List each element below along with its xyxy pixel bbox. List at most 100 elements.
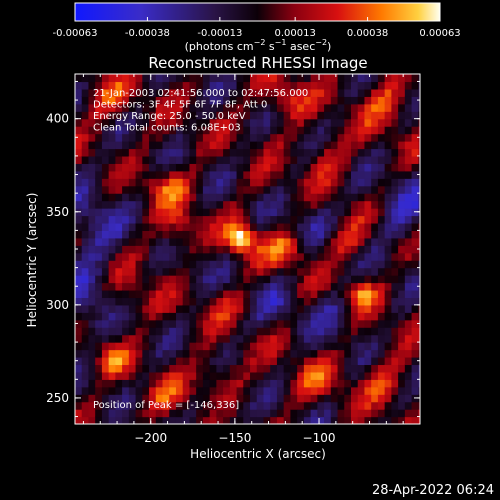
heatmap-cell: [236, 342, 244, 351]
heatmap-cell: [243, 267, 251, 276]
heatmap-cell: [223, 356, 231, 366]
heatmap-cell: [236, 312, 244, 321]
heatmap-cell: [115, 148, 123, 157]
heatmap-cell: [398, 371, 406, 380]
heatmap-cell: [263, 327, 271, 336]
heatmap-cell: [330, 364, 339, 373]
heatmap-cell: [303, 267, 312, 276]
heatmap-cell: [330, 208, 339, 217]
heatmap-cell: [337, 81, 345, 90]
heatmap-cell: [189, 141, 197, 150]
heatmap-cell: [263, 334, 271, 343]
heatmap-cell: [189, 297, 197, 306]
heatmap-cell: [175, 304, 184, 313]
heatmap-cell: [351, 163, 359, 172]
heatmap-cell: [276, 133, 285, 142]
heatmap-cell: [243, 111, 251, 120]
heatmap-cell: [364, 170, 372, 179]
heatmap-cell: [411, 126, 419, 135]
heatmap-cell: [303, 364, 312, 373]
heatmap-cell: [270, 215, 278, 224]
heatmap-cell: [297, 163, 305, 172]
heatmap-cell: [142, 364, 150, 373]
heatmap-cell: [128, 103, 137, 112]
heatmap-cell: [75, 245, 83, 254]
heatmap-cell: [229, 193, 238, 202]
heatmap-cell: [189, 118, 197, 127]
heatmap-cell: [310, 356, 318, 366]
heatmap-cell: [229, 304, 238, 313]
heatmap-cell: [88, 81, 96, 90]
heatmap-cell: [270, 327, 278, 336]
heatmap-cell: [418, 371, 420, 380]
heatmap-cell: [81, 304, 90, 313]
heatmap-cell: [256, 141, 265, 150]
heatmap-cell: [155, 386, 164, 395]
heatmap-cell: [290, 401, 298, 410]
heatmap-cell: [108, 356, 116, 366]
heatmap-cell: [155, 409, 164, 418]
heatmap-cell: [418, 141, 420, 150]
heatmap-cell: [108, 193, 116, 202]
heatmap-cell: [135, 163, 143, 172]
heatmap-cell: [250, 155, 258, 164]
heatmap: [75, 74, 420, 424]
heatmap-cell: [81, 170, 90, 179]
heatmap-cell: [371, 163, 379, 172]
heatmap-cell: [290, 170, 298, 179]
heatmap-cell: [108, 88, 116, 97]
heatmap-cell: [303, 282, 312, 291]
heatmap-cell: [263, 416, 271, 424]
heatmap-cell: [344, 155, 352, 164]
heatmap-cell: [263, 312, 271, 321]
heatmap-cell: [250, 356, 258, 366]
heatmap-cell: [384, 193, 392, 202]
heatmap-cell: [196, 193, 204, 202]
heatmap-cell: [169, 208, 177, 217]
heatmap-cell: [344, 342, 352, 351]
heatmap-cell: [418, 409, 420, 418]
heatmap-cell: [142, 282, 150, 291]
heatmap-cell: [88, 401, 96, 410]
heatmap-cell: [317, 297, 325, 306]
heatmap-cell: [411, 148, 419, 157]
heatmap-cell: [229, 185, 238, 194]
heatmap-cell: [108, 319, 116, 328]
heatmap-cell: [229, 133, 238, 142]
heatmap-cell: [182, 222, 191, 231]
heatmap-cell: [108, 334, 116, 343]
heatmap-cell: [128, 141, 137, 150]
heatmap-cell: [128, 185, 137, 194]
heatmap-cell: [149, 74, 157, 83]
heatmap-cell: [243, 193, 251, 202]
heatmap-cell: [95, 267, 103, 276]
heatmap-cell: [95, 409, 103, 418]
heatmap-cell: [263, 342, 271, 351]
heatmap-cell: [250, 282, 258, 291]
heatmap-cell: [391, 356, 399, 366]
heatmap-cell: [364, 304, 372, 313]
heatmap-cell: [263, 386, 271, 395]
heatmap-cell: [122, 409, 130, 418]
heatmap-cell: [122, 74, 130, 83]
heatmap-cell: [108, 312, 116, 321]
heatmap-cell: [149, 267, 157, 276]
heatmap-cell: [135, 334, 143, 343]
heatmap-cell: [290, 163, 298, 172]
heatmap-cell: [88, 319, 96, 328]
heatmap-cell: [391, 401, 399, 410]
x-axis-label: Heliocentric X (arcsec): [190, 447, 326, 461]
heatmap-cell: [122, 252, 130, 261]
heatmap-cell: [290, 267, 298, 276]
heatmap-cell: [81, 81, 90, 90]
heatmap-cell: [101, 327, 110, 336]
heatmap-cell: [155, 356, 164, 366]
heatmap-cell: [351, 237, 359, 246]
heatmap-cell: [404, 193, 413, 202]
heatmap-cell: [216, 297, 224, 306]
heatmap-cell: [108, 185, 116, 194]
heatmap-cell: [351, 111, 359, 120]
heatmap-cell: [182, 275, 191, 284]
heatmap-cell: [337, 141, 345, 150]
heatmap-cell: [357, 74, 366, 83]
